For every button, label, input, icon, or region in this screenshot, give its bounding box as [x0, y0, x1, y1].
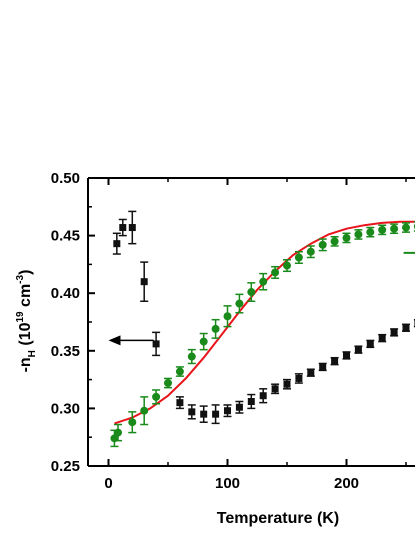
data-point-circle — [247, 288, 256, 297]
data-point-circle — [318, 240, 327, 249]
y-title-mid2: cm — [17, 284, 34, 312]
data-point-square — [307, 369, 315, 377]
y-tick-label: 0.45 — [51, 228, 80, 245]
data-point-square — [366, 340, 374, 348]
data-point-circle — [140, 406, 149, 415]
data-point-circle — [199, 337, 208, 346]
data-point-circle — [152, 392, 161, 401]
data-point-circle — [223, 312, 232, 321]
y-title-mid: (10 — [17, 322, 34, 350]
data-point-circle — [187, 352, 196, 361]
data-point-square — [343, 351, 350, 359]
data-point-square — [113, 240, 121, 248]
data-point-square — [331, 357, 339, 365]
data-point-square — [259, 392, 267, 400]
x-tick-label: 200 — [334, 475, 359, 492]
data-point-square — [128, 224, 136, 232]
data-point-circle — [378, 225, 387, 234]
series-black-squares — [112, 210, 415, 425]
x-tick-label: 100 — [215, 475, 240, 492]
data-point-circle — [330, 237, 339, 246]
y-title-sub: H — [27, 350, 38, 357]
y-tick-label: 0.40 — [51, 285, 80, 302]
tick-labels: 0.25 0.30 0.35 0.40 0.45 0.50 0 100 200 — [51, 170, 359, 492]
data-point-square — [176, 399, 184, 407]
data-point-square — [235, 403, 243, 411]
data-point-square — [152, 340, 160, 348]
x-axis-title: Temperature (K) — [217, 510, 339, 527]
data-point-square — [402, 324, 410, 332]
data-point-circle — [366, 228, 375, 237]
series-layer — [110, 210, 415, 448]
data-point-circle — [114, 428, 123, 437]
data-point-square — [200, 410, 208, 418]
data-point-square — [224, 407, 231, 415]
arrow-head — [108, 335, 121, 346]
data-point-circle — [164, 379, 172, 388]
data-point-square — [119, 224, 127, 232]
axis-ticks — [88, 177, 407, 467]
y-tick-label: 0.25 — [51, 458, 80, 475]
data-point-circle — [175, 367, 184, 376]
series-green-circles — [110, 221, 415, 448]
data-point-square — [140, 278, 148, 286]
data-point-circle — [342, 233, 351, 242]
data-point-square — [378, 334, 386, 342]
data-point-circle — [271, 268, 280, 277]
y-title-prefix: -n — [17, 357, 34, 372]
data-point-square — [247, 397, 255, 405]
y-tick-label: 0.30 — [51, 400, 80, 417]
y-tick-label: 0.35 — [51, 343, 80, 360]
data-point-circle — [390, 224, 399, 233]
data-point-circle — [259, 277, 268, 286]
data-point-square — [283, 380, 291, 388]
y-title-sup1: 19 — [15, 311, 26, 323]
data-point-square — [271, 385, 279, 393]
axes-frame — [87, 177, 415, 467]
y-title-suffix: ) — [17, 270, 34, 275]
data-point-square — [188, 408, 196, 416]
data-point-circle — [354, 230, 363, 239]
data-point-circle — [402, 223, 410, 232]
data-point-square — [390, 328, 398, 336]
y-axis-title: -nH (1019 cm-3) — [15, 270, 38, 373]
y-title-sup2: -3 — [15, 274, 26, 283]
data-point-square — [295, 374, 303, 382]
data-point-square — [354, 346, 362, 354]
x-tick-label: 0 — [104, 475, 112, 492]
left-axis-arrow — [108, 335, 154, 346]
data-point-circle — [294, 253, 303, 262]
data-point-circle — [211, 324, 220, 333]
data-point-square — [319, 363, 327, 371]
plot-area — [110, 210, 415, 448]
y-tick-label: 0.50 — [51, 170, 80, 187]
data-point-circle — [128, 418, 137, 427]
data-point-square — [212, 410, 220, 418]
data-point-circle — [235, 299, 244, 308]
data-point-circle — [306, 247, 315, 256]
data-point-circle — [283, 261, 291, 270]
